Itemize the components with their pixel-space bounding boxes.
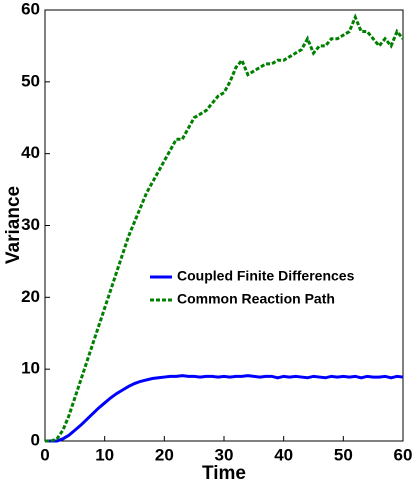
x-tick-label: 50: [334, 445, 353, 464]
x-tick-label: 20: [155, 445, 174, 464]
y-tick-label: 50: [21, 71, 40, 90]
y-tick-label: 30: [21, 215, 40, 234]
y-tick-label: 60: [21, 0, 40, 18]
x-tick-label: 40: [274, 445, 293, 464]
series-line: [45, 13, 405, 443]
series-line: [45, 374, 404, 443]
y-tick-label: 20: [21, 287, 40, 306]
y-tick-label: 0: [31, 430, 40, 449]
x-tick-label: 10: [95, 445, 114, 464]
legend-label: Common Reaction Path: [177, 291, 335, 307]
y-axis-label: Variance: [3, 186, 24, 264]
x-axis-label: Time: [202, 463, 246, 484]
x-tick-label: 60: [394, 445, 413, 464]
x-tick-label: 30: [215, 445, 234, 464]
legend-label: Coupled Finite Differences: [177, 268, 355, 284]
y-tick-label: 10: [21, 359, 40, 378]
y-tick-label: 40: [21, 143, 40, 162]
x-tick-label: 0: [40, 445, 49, 464]
